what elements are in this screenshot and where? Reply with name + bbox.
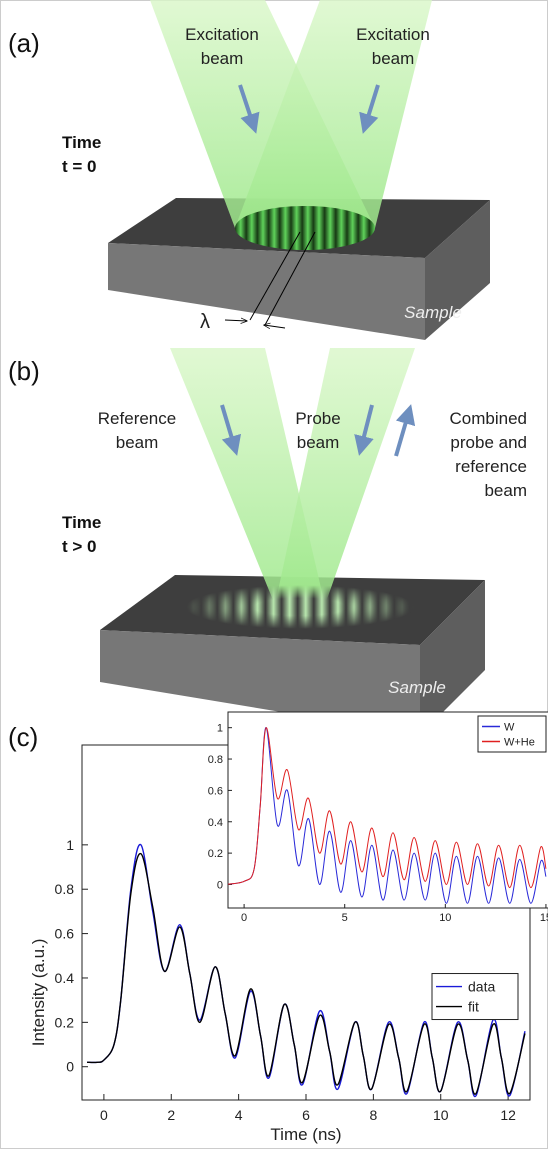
lines [228,727,547,904]
chart: 0 5 10 15 0 0.2 0.4 0.6 0.8 1 W W+He [208,711,548,924]
arrow [238,84,260,134]
y-tick-label: 1 [66,837,74,853]
y-tick-label: 0.4 [208,817,223,829]
wavelength: λ [200,311,210,333]
panel-label: (a) [8,28,40,58]
lambda-arrow [264,325,286,328]
beam-label: beam [297,433,340,452]
time-label: t > 0 [62,537,97,556]
arrow [359,84,380,134]
grating [185,585,415,629]
y-tick-label: 0.6 [208,785,223,797]
lambda-line [249,231,301,321]
beam-label: Reference [98,409,176,428]
arrow [394,404,416,457]
lambda-line [264,231,316,326]
x-tick-label: 5 [342,912,348,924]
x-tick-label: 10 [439,912,451,924]
y-tick-label: 0.8 [208,754,223,766]
series-line [228,727,547,889]
grating [235,206,375,250]
x-axis-label: Time (ns) [270,1125,341,1144]
legend-box [477,715,547,753]
time-label: Time [62,513,101,532]
legend-label: data [468,979,495,995]
x-tick-label: 15 [540,912,548,924]
y-tick-label: 1 [217,723,223,735]
y-tick-label: 0 [217,879,223,891]
y-axis-label: Intensity (a.u.) [29,939,48,1047]
beam-label: probe and [450,433,527,452]
legend-label: fit [468,999,479,1015]
y-tick-label: 0.8 [55,881,75,897]
panel-label: (c) [8,722,38,752]
panel-label: (b) [8,356,40,386]
x-tick-label: 12 [500,1107,516,1123]
sample-label: Sample [388,678,446,697]
time-label: t = 0 [62,157,97,176]
beam-label: Excitation [356,25,430,44]
lambda-arrow [224,320,247,321]
beam-label: beam [372,49,415,68]
y-tick-label: 0.2 [55,1014,75,1030]
sample-label: Sample [404,303,462,322]
lines [87,843,526,1098]
x-tick-label: 10 [433,1107,449,1123]
sample-front [100,630,420,735]
y-tick-label: 0 [66,1059,74,1075]
y-tick-label: 0.2 [208,848,223,860]
legend-label: W+He [504,737,535,749]
x-tick-label: 0 [100,1107,108,1123]
x-tick-label: 2 [167,1107,175,1123]
y-tick-label: 0.6 [55,926,75,942]
beam-label: Excitation [185,25,259,44]
x-tick-label: 4 [235,1107,243,1123]
sample-side [420,580,485,735]
beam [235,0,432,228]
beam-label: reference [455,457,527,476]
beam-label: beam [201,49,244,68]
legend-box [431,973,519,1021]
series-line [228,727,547,904]
panel-b: (b) Reference beam Probe beam Combined p… [8,348,527,735]
legend-label: W [504,722,515,734]
beam [170,348,325,605]
beam-label: beam [116,433,159,452]
x-tick-label: 8 [369,1107,377,1123]
x-tick-label: 0 [241,912,247,924]
beam-label: beam [484,481,527,500]
panel-a: (a) Excitation beam Excitation beam Time… [8,0,490,340]
y-tick-label: 0.4 [55,970,75,986]
beam-label: Combined [450,409,528,428]
series-line [87,853,526,1095]
arrow [220,404,242,456]
beam-label: Probe [295,409,340,428]
x-tick-label: 6 [302,1107,310,1123]
time-label: Time [62,133,101,152]
sample-side [425,200,490,340]
beam [275,348,415,605]
arrow [354,404,374,456]
